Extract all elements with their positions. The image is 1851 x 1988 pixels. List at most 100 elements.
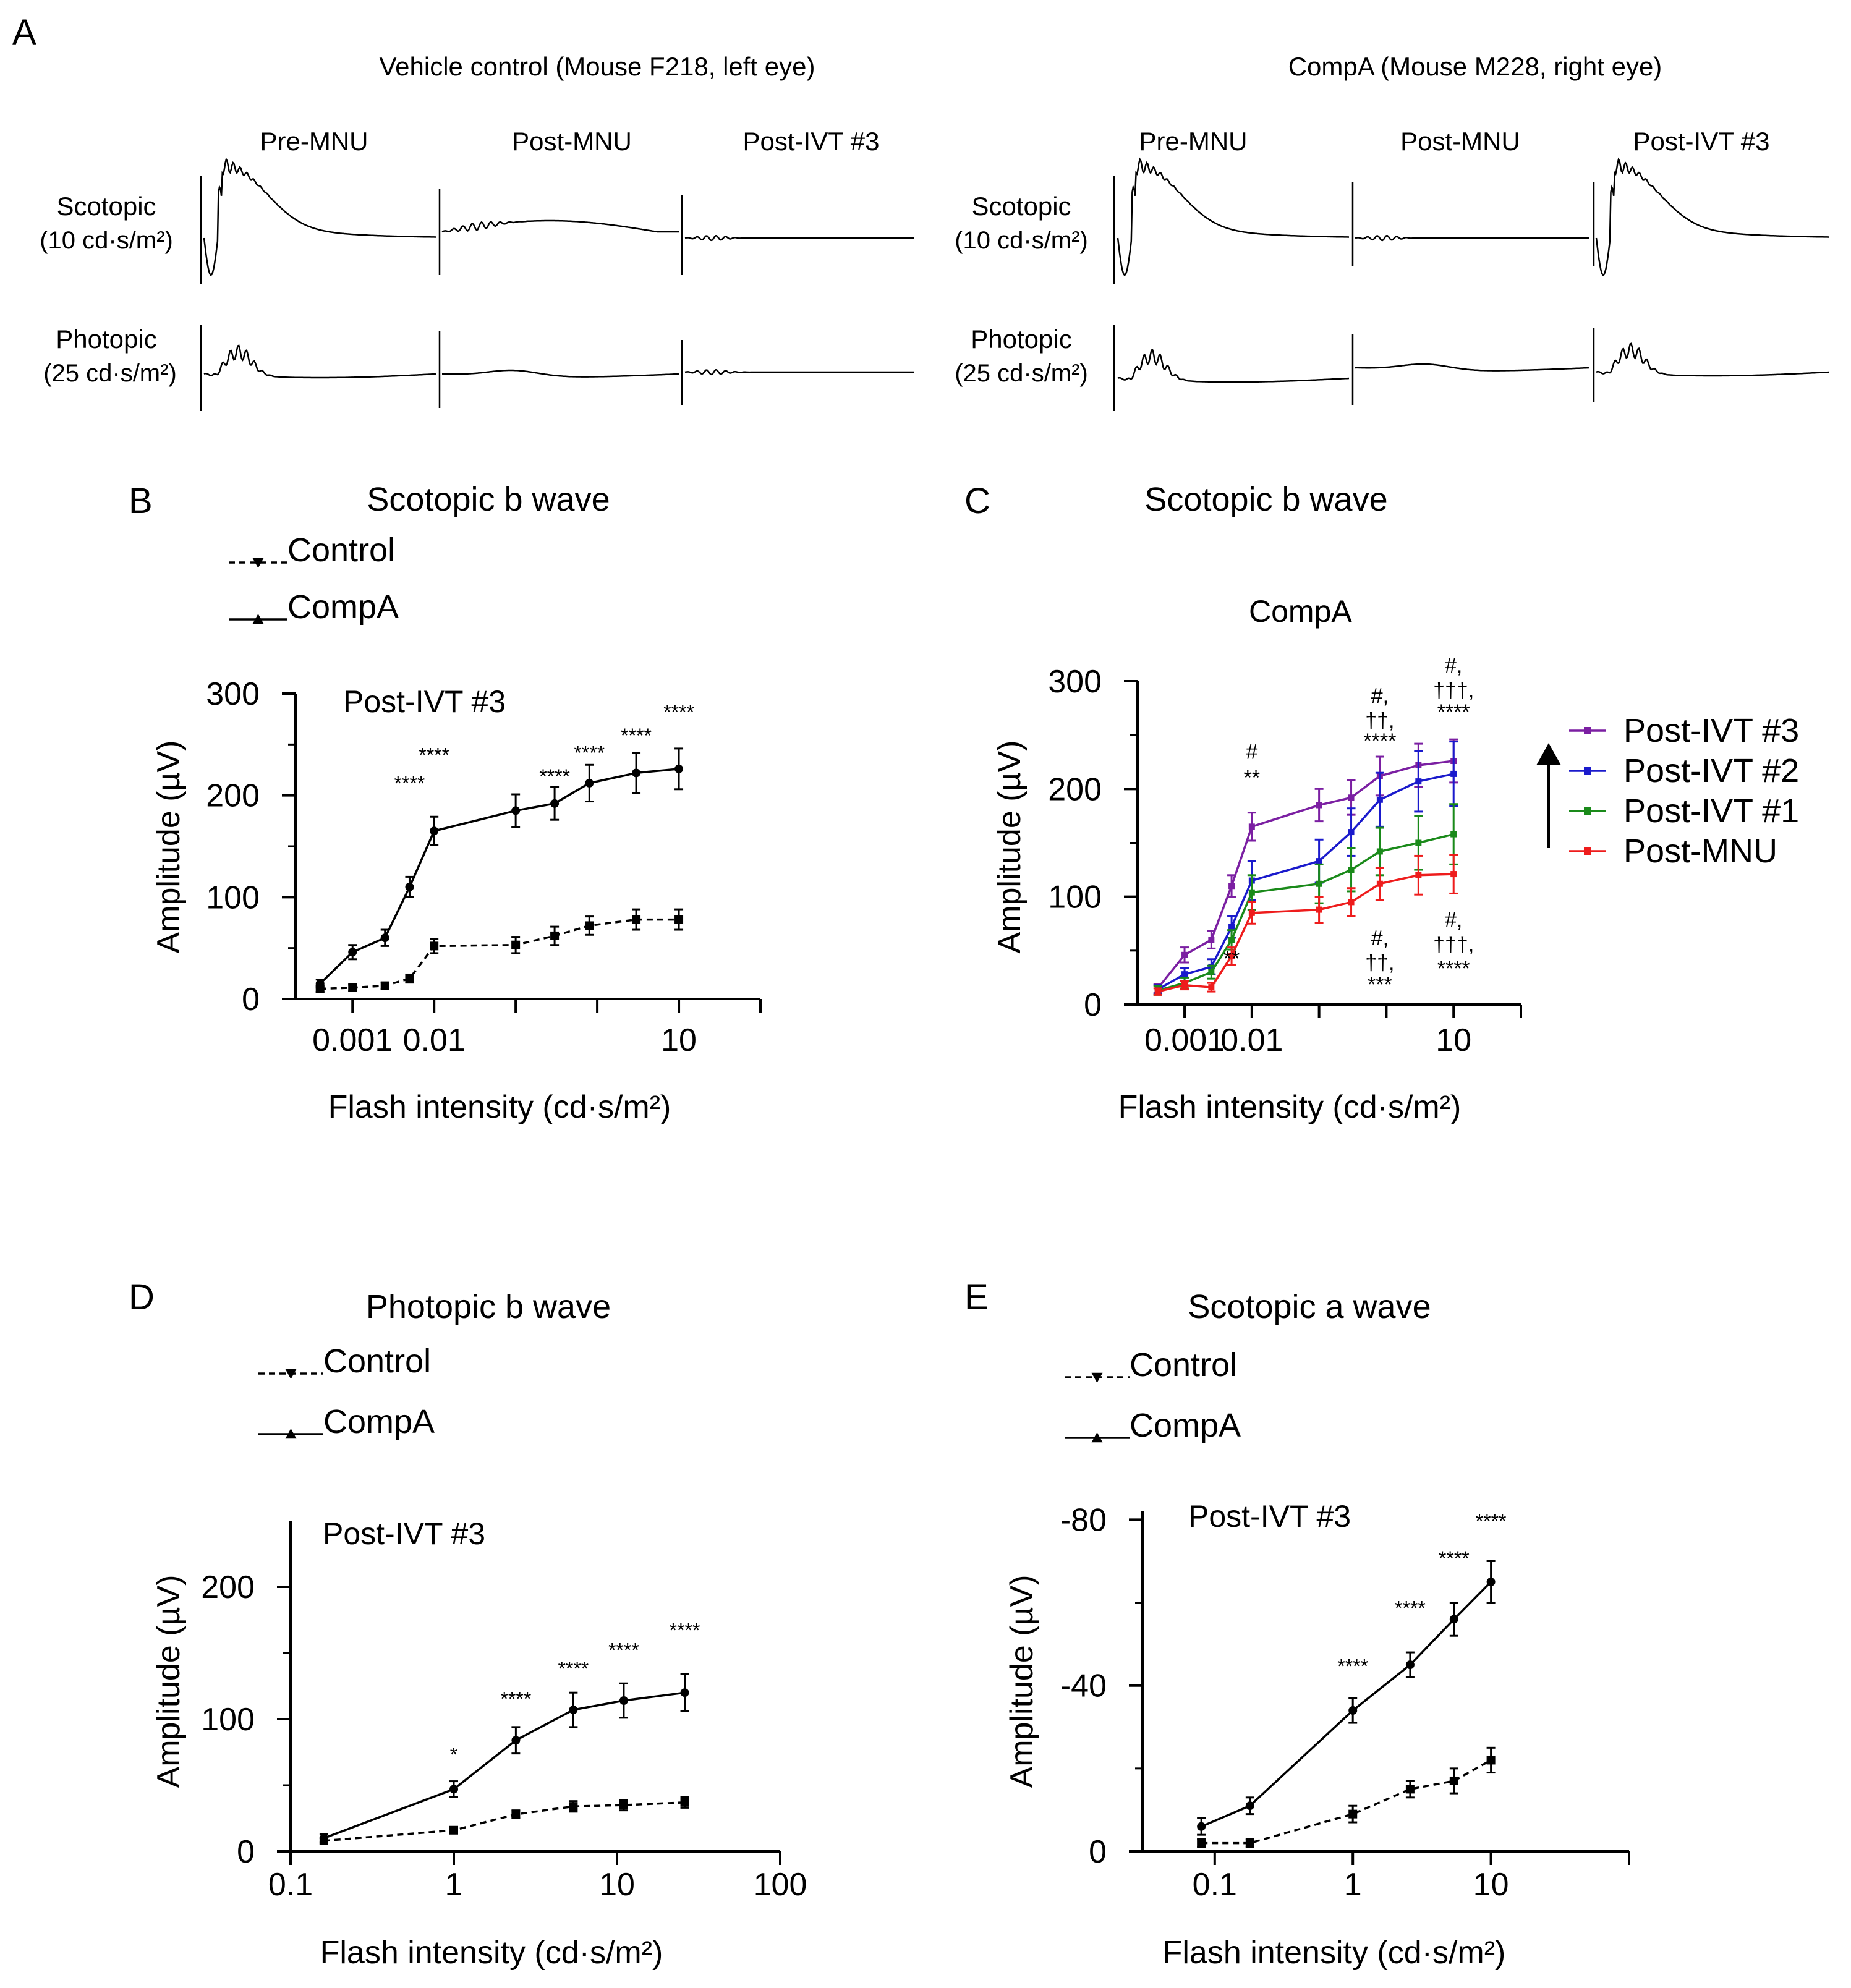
data-point-b-0-3 — [405, 974, 414, 983]
y-axis-label-d: Amplitude (µV) — [151, 1575, 187, 1788]
data-point-e-0-5 — [1486, 1756, 1496, 1765]
significance-b-4: **** — [621, 724, 652, 747]
col-label-pre-mnu-vehicle: Pre-MNU — [260, 127, 368, 156]
data-point-c-2-2 — [1208, 969, 1215, 975]
chart-title-c: Scotopic b wave — [1144, 481, 1387, 518]
significance-d-0: * — [450, 1743, 457, 1765]
row-label-scotopic-compa: Scotopic — [971, 192, 1071, 221]
x-tick-label-d-1: 1 — [445, 1867, 463, 1903]
series-line-d-0 — [323, 1801, 685, 1842]
data-point-b-1-7 — [585, 778, 594, 788]
data-point-b-1-5 — [511, 806, 521, 815]
legend-marker-c-2 — [1584, 807, 1591, 815]
significance-d-1: **** — [500, 1688, 531, 1710]
data-point-d-1-3 — [569, 1706, 578, 1715]
data-point-c-0-5 — [1316, 802, 1322, 809]
significance-e-3: **** — [1476, 1510, 1507, 1532]
y-axis-label-b: Amplitude (µV) — [151, 741, 187, 954]
data-point-d-0-3 — [569, 1802, 578, 1811]
significance-c-5: **** — [1363, 729, 1396, 753]
y-tick-label-d-2: 200 — [201, 1570, 255, 1605]
y-tick-label-b-0: 0 — [242, 982, 260, 1017]
erg-trace-7 — [441, 369, 679, 378]
data-point-b-1-8 — [632, 768, 641, 778]
x-tick-label-c-2: 10 — [1436, 1022, 1471, 1058]
data-point-b-1-9 — [674, 764, 684, 773]
data-point-b-1-2 — [380, 933, 389, 943]
data-point-c-3-8 — [1415, 872, 1422, 878]
data-point-c-2-5 — [1316, 880, 1322, 887]
data-point-b-1-6 — [550, 799, 560, 808]
data-point-b-0-5 — [511, 940, 521, 949]
data-point-c-0-3 — [1228, 883, 1235, 890]
row-label-scotopic-intensity-compa: (10 cd·s/m²) — [955, 227, 1088, 254]
data-point-c-3-6 — [1348, 899, 1355, 906]
significance-d-4: **** — [670, 1619, 700, 1641]
legend-label-c-0: Post-IVT #3 — [1623, 712, 1799, 749]
data-point-b-0-4 — [430, 941, 439, 951]
x-axis-label-d: Flash intensity (cd·s/m²) — [320, 1935, 663, 1971]
data-point-d-1-1 — [449, 1785, 458, 1794]
x-axis-label-e: Flash intensity (cd·s/m²) — [1163, 1935, 1506, 1971]
significance-b-0: **** — [394, 772, 425, 794]
data-point-d-1-2 — [511, 1736, 521, 1745]
erg-trace-5 — [1595, 157, 1829, 276]
y-tick-label-b-2: 200 — [206, 778, 260, 814]
chart-title-b: Scotopic b wave — [367, 481, 610, 518]
chart-subtitle-e: Post-IVT #3 — [1188, 1499, 1351, 1534]
data-point-e-0-2 — [1348, 1809, 1358, 1819]
data-point-d-1-0 — [319, 1833, 328, 1843]
series-line-c-1 — [1157, 773, 1454, 991]
erg-trace-10 — [1355, 363, 1589, 372]
series-line-d-1 — [323, 1691, 685, 1840]
data-point-d-0-5 — [680, 1798, 689, 1807]
data-point-c-3-1 — [1181, 982, 1188, 988]
legend-marker-c-0 — [1584, 727, 1591, 734]
data-point-d-1-4 — [619, 1696, 628, 1706]
significance-c-6: #, — [1445, 654, 1462, 678]
significance-c-0: # — [1246, 741, 1257, 764]
col-label-post-ivt3-vehicle: Post-IVT #3 — [743, 127, 880, 156]
x-tick-label-d-0: 0.1 — [268, 1867, 313, 1903]
significance-d-3: **** — [608, 1639, 639, 1661]
data-point-b-0-9 — [674, 915, 684, 924]
legend-label-e-1: CompA — [1130, 1407, 1241, 1444]
panel-letter-d: D — [129, 1277, 155, 1317]
data-point-c-1-5 — [1316, 858, 1322, 865]
data-point-e-1-0 — [1197, 1822, 1206, 1831]
trend-arrow-head-c — [1536, 743, 1561, 765]
erg-trace-9 — [1117, 349, 1350, 383]
data-point-b-0-1 — [348, 983, 357, 992]
data-point-c-1-8 — [1415, 778, 1422, 785]
data-point-c-3-7 — [1376, 880, 1383, 887]
erg-trace-6 — [203, 344, 436, 379]
chart-panel-c: Scotopic b wave CompA Flash intensity (cd·… — [992, 481, 1799, 1125]
erg-trace-8 — [684, 369, 914, 376]
legend-label-c-3: Post-MNU — [1623, 833, 1777, 870]
significance-b-1: **** — [419, 744, 449, 766]
significance-b-3: **** — [574, 742, 605, 764]
significance-d-2: **** — [558, 1657, 589, 1680]
y-tick-label-b-3: 300 — [206, 676, 260, 712]
legend-marker-c-1 — [1584, 767, 1591, 775]
significance-e-2: **** — [1439, 1547, 1470, 1570]
chart-title-d: Photopic b wave — [366, 1288, 611, 1325]
x-axis-label-b: Flash intensity (cd·s/m²) — [328, 1089, 671, 1125]
y-tick-label-c-0: 0 — [1084, 987, 1102, 1023]
col-label-post-mnu-compa: Post-MNU — [1400, 127, 1520, 156]
row-label-scotopic-intensity-vehicle: (10 cd·s/m²) — [40, 227, 173, 254]
legend-marker-b-1 — [252, 614, 264, 624]
significance-c-8: **** — [1437, 700, 1470, 724]
data-point-b-1-3 — [405, 882, 414, 891]
data-point-d-0-4 — [619, 1801, 628, 1810]
erg-trace-0 — [203, 157, 436, 276]
legend-label-c-2: Post-IVT #1 — [1623, 792, 1799, 830]
panel-a-traces: Vehicle control (Mouse F218, left eye) C… — [40, 52, 1829, 411]
panel-letter-c: C — [964, 481, 990, 521]
data-point-b-1-4 — [430, 826, 439, 836]
x-tick-label-d-2: 10 — [599, 1867, 635, 1903]
data-point-c-0-4 — [1248, 823, 1255, 830]
data-point-c-2-9 — [1450, 831, 1457, 838]
chart-panel-e: Scotopic a wave Post-IVT #3 Flash intensit… — [1004, 1288, 1630, 1971]
y-tick-label-e-2: -80 — [1060, 1502, 1107, 1538]
